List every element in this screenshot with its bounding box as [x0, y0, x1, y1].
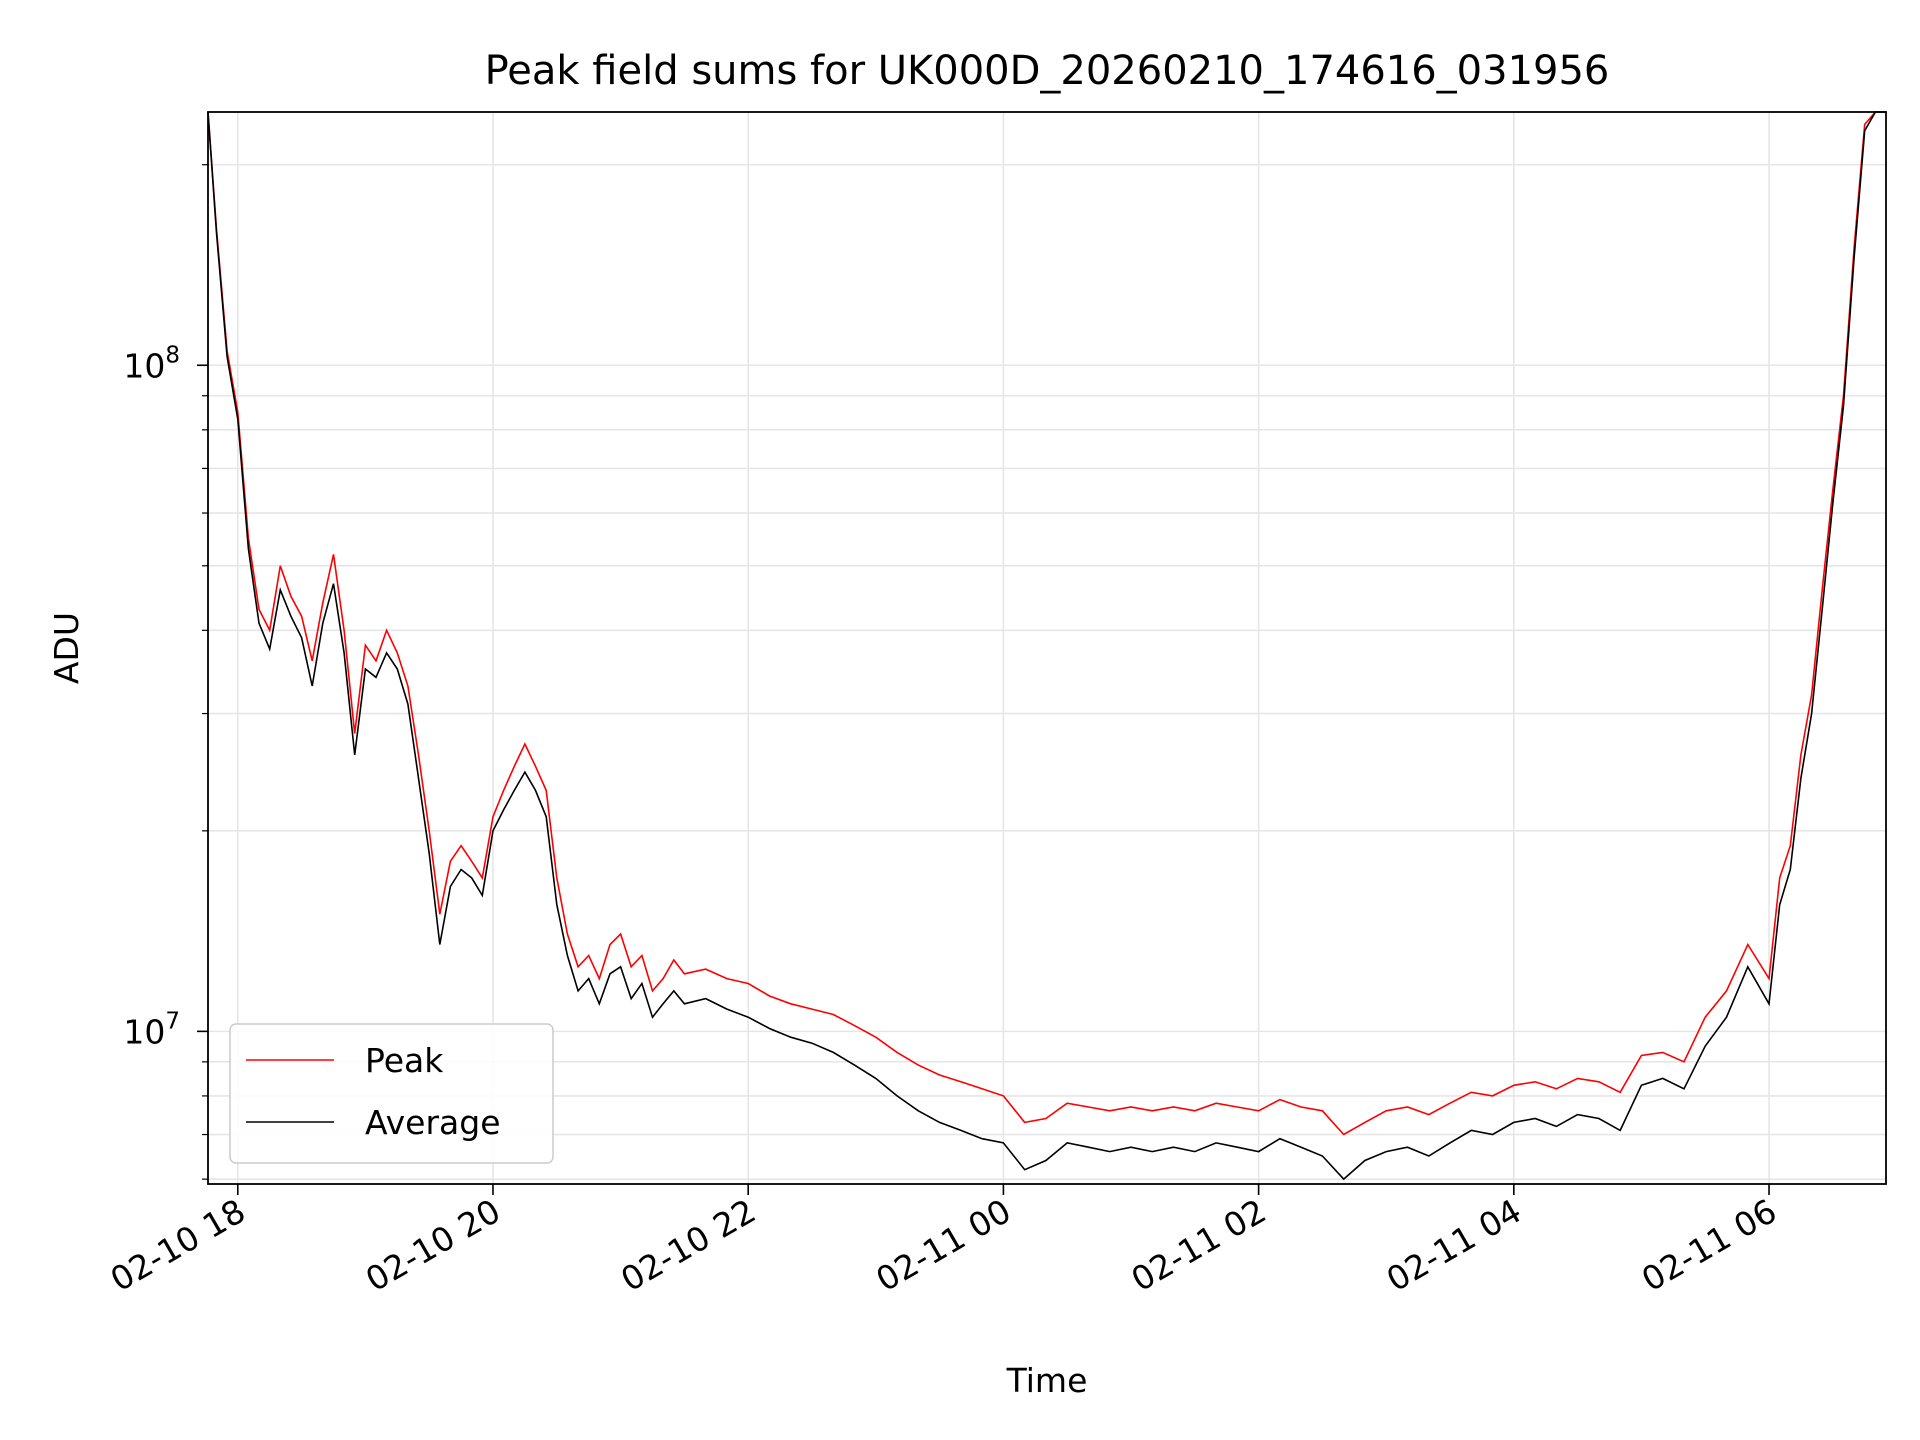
legend-average-label: Average — [365, 1103, 501, 1142]
y-tick-label: 108 — [123, 342, 180, 385]
y-axis-label: ADU — [47, 612, 86, 684]
series-average-line — [207, 111, 1886, 1181]
y-tick-label: 107 — [123, 1008, 180, 1051]
series-peak-line — [207, 111, 1886, 1136]
series-lines — [207, 111, 1886, 1181]
legend-peak-label: Peak — [365, 1041, 444, 1080]
legend: Peak Average — [229, 1023, 554, 1164]
plot-frame — [207, 111, 1887, 1185]
chart-title: Peak field sums for UK000D_20260210_1746… — [485, 48, 1610, 94]
x-axis-label: Time — [1006, 1361, 1088, 1400]
legend-box — [229, 1023, 554, 1164]
